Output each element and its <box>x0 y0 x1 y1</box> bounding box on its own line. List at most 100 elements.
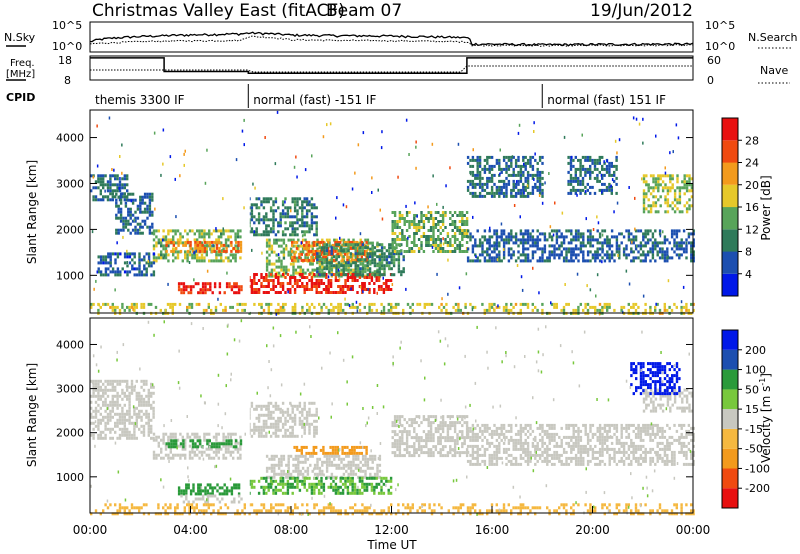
heatmap-cell <box>126 305 129 309</box>
heatmap-cell <box>637 256 640 260</box>
heatmap-cell <box>514 164 518 168</box>
nsky-label: N.Sky <box>4 31 36 44</box>
heatmap-cell <box>670 247 674 251</box>
heatmap-cell <box>97 379 100 383</box>
heatmap-cell <box>94 180 98 184</box>
heatmap-cell <box>664 174 667 178</box>
heatmap-cell <box>287 472 290 476</box>
heatmap-cell <box>187 285 190 289</box>
heatmap-cell <box>589 155 592 159</box>
heatmap-cell <box>416 302 419 306</box>
heatmap-cell <box>121 186 124 190</box>
heatmap-cell <box>659 195 662 199</box>
heatmap-cell <box>116 436 119 440</box>
heatmap-cell <box>289 215 292 219</box>
heatmap-cell <box>498 305 501 309</box>
heatmap-cell <box>265 224 268 228</box>
heatmap-cell <box>461 214 464 217</box>
heatmap-cell <box>188 305 191 309</box>
heatmap-cell <box>598 158 601 162</box>
heatmap-cell <box>230 240 233 244</box>
heatmap-cell <box>206 148 208 152</box>
heatmap-cell <box>391 244 394 247</box>
heatmap-cell <box>598 308 602 312</box>
heatmap-cell <box>598 259 602 263</box>
heatmap-cell <box>128 406 131 410</box>
heatmap-cell <box>208 243 211 247</box>
heatmap-cell <box>391 232 394 235</box>
heatmap-cell <box>286 428 290 432</box>
heatmap-cell <box>102 400 105 404</box>
heatmap-cell <box>292 271 295 275</box>
heatmap-cell <box>613 179 616 183</box>
heatmap-cell <box>255 407 258 411</box>
heatmap-cell <box>651 244 655 248</box>
heatmap-cell <box>378 267 381 271</box>
heatmap-cell <box>265 419 268 423</box>
heatmap-cell <box>167 259 170 263</box>
heatmap-cell <box>378 475 382 479</box>
heatmap-cell <box>140 258 144 262</box>
heatmap-cell <box>152 436 155 440</box>
heatmap-cell <box>582 256 585 260</box>
heatmap-cell <box>303 404 306 408</box>
heatmap-cell <box>187 291 190 295</box>
heatmap-cell <box>208 439 211 443</box>
heatmap-cell <box>293 255 296 259</box>
heatmap-cell <box>260 413 263 417</box>
heatmap-cell <box>646 238 650 242</box>
heatmap-cell <box>394 305 398 309</box>
heatmap-cell <box>119 210 123 214</box>
heatmap-cell <box>281 422 285 426</box>
heatmap-cell <box>291 431 294 435</box>
heatmap-cell <box>92 391 95 395</box>
heatmap-cell <box>99 189 102 193</box>
heatmap-cell <box>174 453 177 457</box>
heatmap-cell <box>453 250 457 253</box>
heatmap-cell <box>220 253 223 257</box>
heatmap-cell <box>331 445 335 449</box>
heatmap-cell <box>142 382 146 386</box>
heatmap-cell <box>268 238 271 242</box>
heatmap-cell <box>274 233 278 237</box>
heatmap-cell <box>279 291 282 294</box>
nsky-series-line <box>89 31 694 47</box>
heatmap-cell <box>289 253 293 257</box>
heatmap-cell <box>293 215 297 219</box>
heatmap-cell <box>92 175 95 179</box>
heatmap-cell <box>661 247 664 251</box>
heatmap-cell <box>277 428 280 432</box>
heatmap-cell <box>114 258 117 262</box>
heatmap-cell <box>361 282 364 285</box>
y-tick-label: 3000 <box>56 177 84 190</box>
heatmap-cell <box>265 259 269 263</box>
heatmap-cell <box>250 288 254 291</box>
heatmap-cell <box>383 258 386 262</box>
freq-series-line <box>90 57 693 75</box>
heatmap-cell <box>569 179 573 183</box>
heatmap-cell <box>516 264 519 267</box>
heatmap-cell <box>378 243 381 247</box>
heatmap-cell <box>342 270 345 274</box>
heatmap-cell <box>361 262 365 266</box>
heatmap-cell <box>130 305 134 309</box>
heatmap-cell <box>121 409 124 413</box>
heatmap-cell <box>601 305 604 309</box>
heatmap-cell <box>505 155 508 159</box>
heatmap-cell <box>218 285 222 289</box>
heatmap-cell <box>97 433 100 437</box>
heatmap-cell <box>305 243 308 247</box>
heatmap-cell <box>160 253 163 257</box>
heatmap-cell <box>562 256 566 260</box>
heatmap-cell <box>293 227 297 231</box>
heatmap-cell <box>192 483 195 487</box>
heatmap-cell <box>347 466 350 470</box>
heatmap-cell <box>584 167 587 171</box>
heatmap-cell <box>281 476 285 480</box>
heatmap-cell <box>300 258 303 262</box>
heatmap-cell <box>620 241 623 245</box>
heatmap-cell <box>188 253 192 257</box>
heatmap-cell <box>463 235 466 238</box>
heatmap-cell <box>603 253 607 257</box>
heatmap-cell <box>308 431 311 435</box>
